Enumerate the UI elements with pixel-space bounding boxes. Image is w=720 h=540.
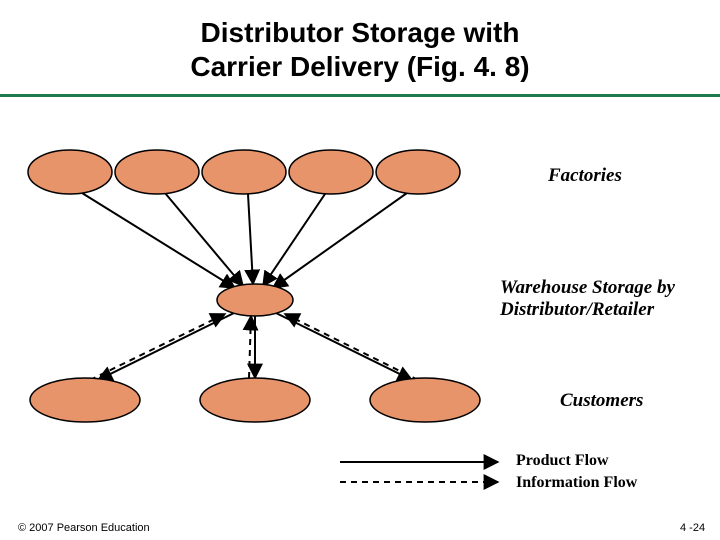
label-customers: Customers [560, 390, 643, 412]
legend-info-label: Information Flow [516, 474, 637, 492]
legend-product-label: Product Flow [516, 452, 609, 470]
label-warehouse-1: Warehouse Storage by [500, 277, 675, 299]
label-warehouse-2: Distributor/Retailer [500, 299, 654, 321]
network-diagram [0, 0, 720, 540]
label-factories: Factories [548, 165, 622, 187]
copyright-text: © 2007 Pearson Education [18, 522, 150, 534]
page-number: 4 -24 [680, 522, 705, 534]
